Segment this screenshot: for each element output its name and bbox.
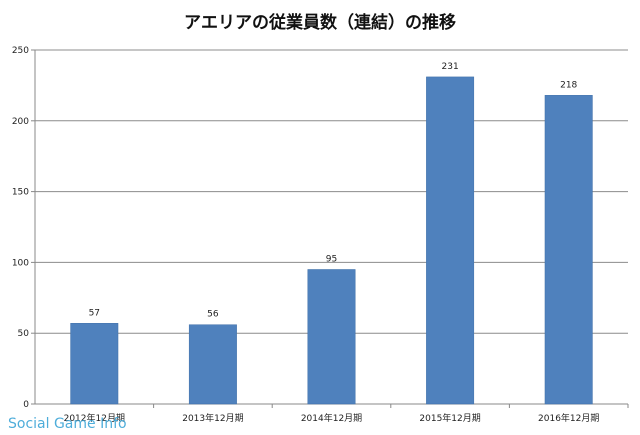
y-tick-label: 250	[12, 46, 29, 56]
y-tick-label: 150	[12, 188, 29, 198]
y-tick-label: 100	[12, 258, 29, 268]
bars	[70, 76, 593, 405]
bar	[426, 76, 475, 405]
data-label: 231	[442, 62, 459, 72]
y-tick-labels: 0 50 100 150 200 250	[12, 46, 29, 410]
data-label: 57	[89, 308, 100, 318]
watermark-logo: Social Game Info	[8, 416, 127, 432]
data-label: 56	[207, 310, 219, 320]
bar	[188, 324, 237, 405]
chart-title: アエリアの従業員数（連結）の推移	[184, 12, 456, 33]
x-tick-label: 2013年12月期	[182, 412, 243, 424]
x-tick-label: 2014年12月期	[301, 412, 362, 424]
y-tick-label: 200	[12, 117, 29, 127]
bar	[544, 95, 593, 405]
data-label: 218	[560, 80, 577, 90]
data-labels: 57 56 95 231 218	[89, 62, 578, 320]
bar	[307, 269, 356, 405]
x-tick-label: 2012年12月期	[64, 412, 125, 424]
x-tick-labels: 2012年12月期 2013年12月期 2014年12月期 2015年12月期 2016…	[64, 412, 600, 424]
gridlines	[35, 49, 628, 334]
bar	[70, 323, 119, 405]
y-tick-label: 50	[18, 329, 30, 339]
data-label: 95	[326, 254, 337, 264]
y-tick-label: 0	[23, 400, 29, 410]
x-tick-label: 2016年12月期	[538, 412, 599, 424]
x-tick-label: 2015年12月期	[419, 412, 480, 424]
